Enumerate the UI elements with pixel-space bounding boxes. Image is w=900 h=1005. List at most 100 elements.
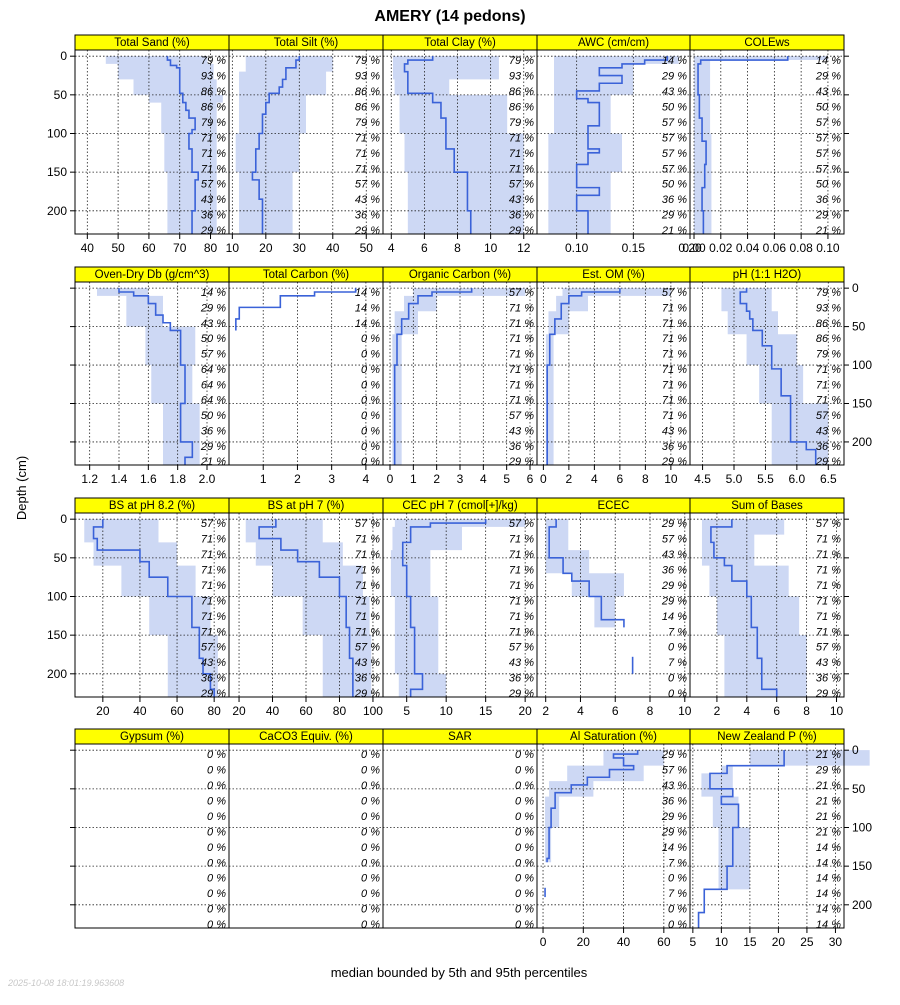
row-3-ytick-label: 200 <box>47 667 67 681</box>
panel-2-pct-label: 86 % <box>355 86 380 98</box>
panel-15-pct-label: 57 % <box>816 518 841 530</box>
panel-11-band <box>84 519 218 697</box>
panel-16-pct-label: 0 % <box>207 857 226 869</box>
row-4-ytick-label: 0 <box>852 743 859 757</box>
panel-5-xtick-label: 0.10 <box>816 241 840 255</box>
panel-4-pct-label: 29 % <box>661 71 687 83</box>
panel-20-pct-label: 14 % <box>816 842 841 854</box>
panel-9-xtick-label: 0 <box>540 472 547 486</box>
panel-8-strip-label: Organic Carbon (%) <box>409 269 511 281</box>
panel-16-pct-label: 0 % <box>207 780 226 792</box>
panel-8-pct-label: 71 % <box>509 379 534 391</box>
panel-7-pct-label: 0 % <box>361 456 380 468</box>
panel-18-pct-label: 0 % <box>515 873 534 885</box>
panel-11-pct-label: 71 % <box>201 534 226 546</box>
panel-18-pct-label: 0 % <box>515 780 534 792</box>
panel-2-pct-label: 29 % <box>354 225 380 237</box>
panel-8-pct-label: 71 % <box>509 302 534 314</box>
panel-14-xtick-label: 8 <box>647 704 654 718</box>
panel-3-strip-label: Total Clay (%) <box>424 37 496 49</box>
panel-8-xtick-label: 5 <box>503 472 510 486</box>
panel-18-pct-label: 0 % <box>515 904 534 916</box>
panel-11-pct-label: 71 % <box>201 549 226 561</box>
panel-8-pct-label: 57 % <box>509 287 534 299</box>
panel-10-pct-label: 86 % <box>816 333 841 345</box>
panel-11-pct-label: 71 % <box>201 595 226 607</box>
panel-2-band <box>235 56 333 234</box>
panel-11-xtick-label: 40 <box>133 704 147 718</box>
panel-7-pct-label: 0 % <box>361 379 380 391</box>
panel-8-xtick-label: 0 <box>387 472 394 486</box>
panel-11-pct-label: 71 % <box>201 611 226 623</box>
panel-8-pct-label: 71 % <box>509 318 534 330</box>
panel-15-xtick-label: 4 <box>743 704 750 718</box>
panel-19-pct-label: 14 % <box>662 842 687 854</box>
panel-13-pct-label: 36 % <box>509 673 534 685</box>
panel-2-pct-label: 79 % <box>355 117 380 129</box>
panel-15-pct-label: 71 % <box>816 626 841 638</box>
panel-19-pct-label: 7 % <box>668 857 687 869</box>
panel-1-pct-label: 86 % <box>201 101 226 113</box>
panel-9-pct-label: 71 % <box>662 410 687 422</box>
panel-18-pct-label: 0 % <box>515 857 534 869</box>
panel-20-pct-label: 21 % <box>815 749 841 761</box>
panel-9-pct-label: 71 % <box>662 364 687 376</box>
panel-4-pct-label: 57 % <box>662 148 687 160</box>
panel-7-xtick-label: 1 <box>260 472 267 486</box>
panel-5-pct-label: 29 % <box>815 210 841 222</box>
panel-14-band <box>545 519 624 628</box>
panel-8-xtick-label: 2 <box>433 472 440 486</box>
panel-6-pct-label: 29 % <box>200 302 226 314</box>
panel-14-pct-label: 29 % <box>661 518 687 530</box>
panel-18-pct-label: 0 % <box>515 826 534 838</box>
panel-13-xtick-label: 20 <box>518 704 532 718</box>
panel-10-pct-label: 79 % <box>816 349 841 361</box>
panel-4-strip-label: AWC (cm/cm) <box>578 37 649 49</box>
panel-18-pct-label: 0 % <box>515 749 534 761</box>
panel-9-median-line <box>546 288 621 465</box>
panel-7-pct-label: 14 % <box>355 287 380 299</box>
panel-5-pct-label: 43 % <box>816 86 841 98</box>
panel-3-pct-label: 93 % <box>509 71 534 83</box>
panel-15-pct-label: 71 % <box>816 595 841 607</box>
panel-11-xtick-label: 60 <box>170 704 184 718</box>
panel-3-pct-label: 57 % <box>509 179 534 191</box>
panel-7-pct-label: 14 % <box>355 302 380 314</box>
panel-19-pct-label: 43 % <box>662 780 687 792</box>
panel-4-pct-label: 50 % <box>662 179 687 191</box>
panel-1-xtick-label: 80 <box>204 241 218 255</box>
panel-15-pct-label: 71 % <box>816 549 841 561</box>
panel-18-pct-label: 0 % <box>515 795 534 807</box>
panel-20-pct-label: 14 % <box>816 919 841 931</box>
panel-2-xtick-label: 50 <box>360 241 374 255</box>
panel-16-pct-label: 0 % <box>207 765 226 777</box>
panel-3-pct-label: 86 % <box>509 101 534 113</box>
panel-17-pct-label: 0 % <box>361 780 380 792</box>
panel-6-xtick-label: 2.0 <box>199 472 216 486</box>
panel-18-strip-label: SAR <box>448 731 472 743</box>
panel-10-pct-label: 79 % <box>816 287 841 299</box>
panel-12-band <box>245 519 372 697</box>
panel-16-pct-label: 0 % <box>207 795 226 807</box>
panel-17-pct-label: 0 % <box>361 888 380 900</box>
panel-18-pct-label: 0 % <box>515 842 534 854</box>
panel-18-pct-label: 0 % <box>515 811 534 823</box>
panel-6-pct-label: 64 % <box>201 379 226 391</box>
panel-15-pct-label: 71 % <box>816 534 841 546</box>
panel-13-median-line <box>401 519 487 697</box>
panel-6-pct-label: 36 % <box>201 425 226 437</box>
panel-10-pct-label: 71 % <box>816 379 841 391</box>
panel-15-pct-label: 36 % <box>816 673 841 685</box>
panel-15-strip-label: Sum of Bases <box>731 500 803 512</box>
panel-20-pct-label: 14 % <box>816 888 841 900</box>
panel-11-median-line <box>92 519 215 697</box>
panel-20-xtick-label: 5 <box>690 935 697 949</box>
panel-6-xtick-label: 1.8 <box>169 472 186 486</box>
panel-15-frame <box>689 512 845 698</box>
panel-2-pct-label: 36 % <box>355 210 380 222</box>
panel-13-pct-label: 71 % <box>509 549 534 561</box>
panel-17-pct-label: 0 % <box>361 919 380 931</box>
panel-1-xtick-label: 40 <box>81 241 95 255</box>
panel-16-pct-label: 0 % <box>207 904 226 916</box>
panel-20-pct-label: 21 % <box>815 795 841 807</box>
